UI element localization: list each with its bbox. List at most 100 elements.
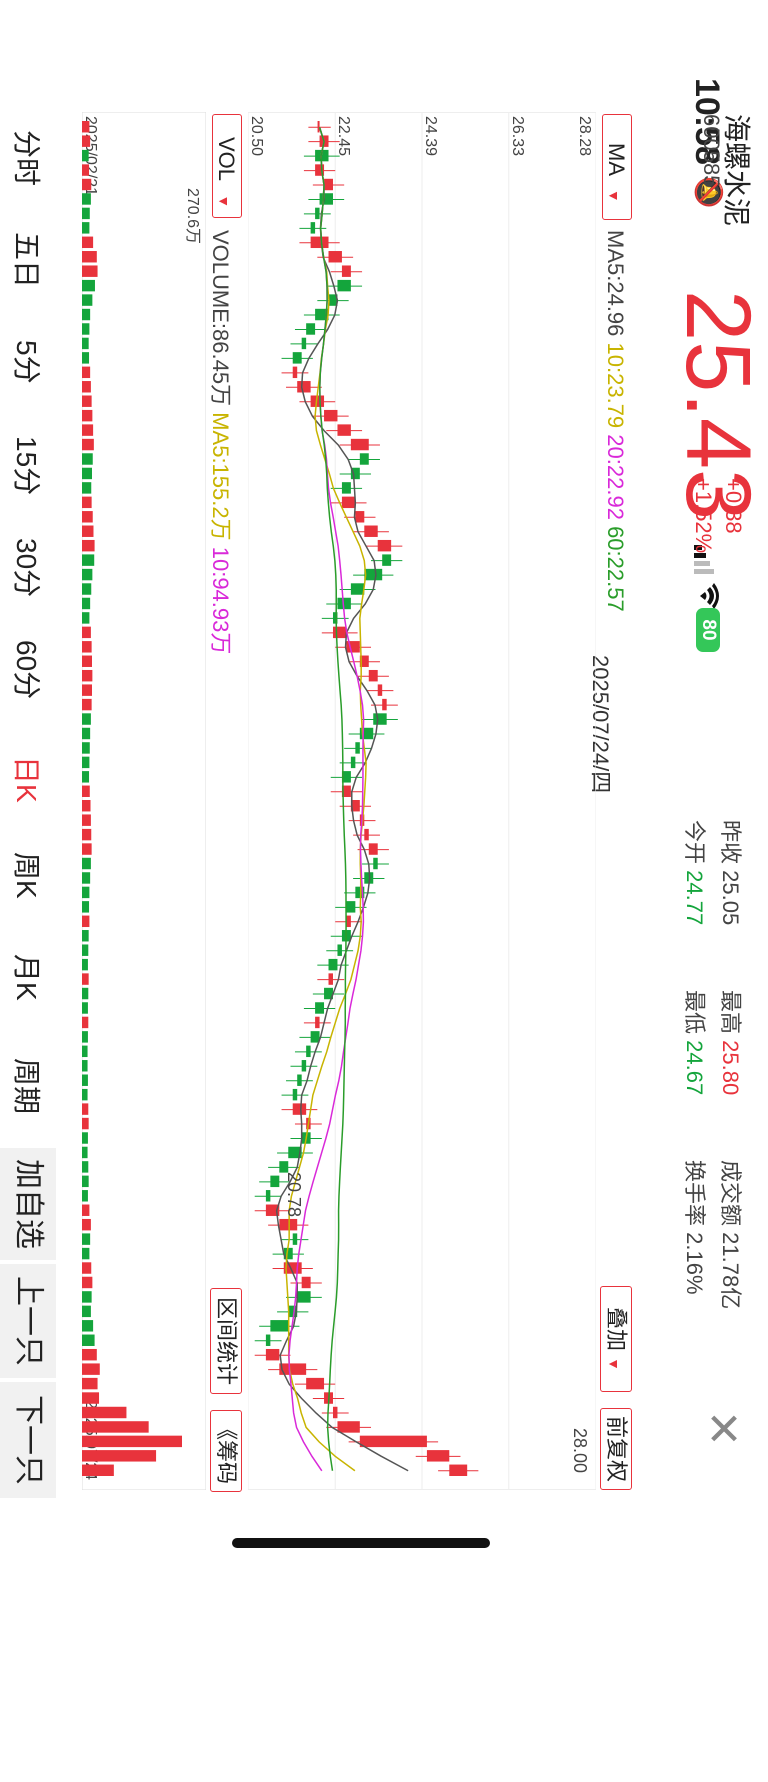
volume-bar (82, 814, 91, 826)
candle-body (373, 713, 387, 725)
candle-body (364, 828, 369, 841)
ma-selector[interactable]: MA ▼ (602, 114, 632, 220)
candle-body (317, 121, 320, 133)
tab-monthly[interactable]: 月K (11, 954, 42, 1001)
tab-30min[interactable]: 30分 (11, 538, 42, 598)
volume-bar (82, 1161, 89, 1173)
candle-body (328, 294, 338, 306)
volume-bar (82, 1421, 149, 1433)
volume-bar (82, 771, 90, 783)
overlay-button[interactable]: 叠加 ▼ (600, 1286, 632, 1392)
candle-body (319, 193, 333, 205)
volume-bar (82, 337, 89, 350)
volume-bar (82, 149, 89, 162)
candle-body (301, 1060, 307, 1072)
candlestick-chart[interactable]: 28.28 26.33 24.39 22.45 20.50 28.00 20.78 (248, 112, 596, 1490)
stock-code: 600585 (699, 114, 724, 188)
volume-bar (82, 785, 90, 797)
volume-bar (82, 1363, 100, 1375)
adjust-button[interactable]: 前复权 (600, 1408, 632, 1490)
candle-body (377, 539, 392, 552)
volume-bar (82, 1031, 88, 1043)
amount-row: 成交额 21.78亿 (718, 1160, 743, 1310)
tab-weekly[interactable]: 周K (11, 852, 42, 899)
candle-body (310, 236, 329, 249)
candle-body (297, 1074, 302, 1086)
volume-bar (82, 467, 92, 480)
cellular-signal-icon (694, 545, 714, 574)
volume-bar (82, 409, 93, 422)
volume-bar (82, 1334, 95, 1346)
chips-button[interactable]: 《筹码 (210, 1410, 242, 1492)
candle-body (364, 568, 383, 581)
candle-body (324, 987, 333, 1000)
dropdown-arrow-icon: ▼ (606, 1357, 622, 1371)
candle-body (355, 511, 365, 523)
volume-bar (82, 525, 94, 537)
tab-5min[interactable]: 5分 (11, 340, 42, 384)
candle-body (292, 1103, 307, 1115)
volume-bar (82, 1016, 89, 1029)
volume-bar (82, 1348, 97, 1361)
volume-bar (82, 366, 91, 379)
candle-body (382, 698, 387, 711)
candle-body (306, 1377, 325, 1390)
volume-bar (82, 828, 92, 841)
volume-bar (82, 294, 93, 306)
y-tick-label: 28.28 (576, 116, 593, 156)
vol-values: VOLUME:86.45万 MA5:155.2万 10:94.93万 (208, 230, 233, 655)
tab-15min[interactable]: 15分 (11, 436, 42, 496)
tab-daily[interactable]: 日K (11, 756, 42, 803)
open-row: 今开 24.77 (682, 820, 707, 926)
volume-bar (82, 554, 95, 566)
y-tick-label: 24.39 (422, 116, 439, 156)
candle-body (373, 857, 378, 870)
volume-bar (82, 193, 91, 205)
candle-body (315, 1002, 325, 1014)
candle-body (297, 381, 311, 393)
volume-bar (82, 1276, 93, 1289)
candle-body (279, 1363, 307, 1375)
volume-bar (82, 323, 90, 335)
add-watchlist-button[interactable]: 加自选 (0, 1148, 56, 1260)
volume-bar (82, 987, 89, 1000)
volume-bar (82, 1045, 88, 1058)
candle-body (377, 684, 383, 696)
volume-bar (82, 612, 90, 624)
candle-body (368, 669, 378, 682)
candle-body (359, 453, 369, 465)
high-marker-label: 28.00 (570, 1428, 590, 1473)
close-icon[interactable]: ✕ (698, 1410, 747, 1447)
candle-body (301, 337, 307, 350)
volume-bar (82, 958, 88, 971)
tab-fenshi[interactable]: 分时 (11, 130, 42, 187)
candle-body (297, 1291, 311, 1303)
volume-bar (82, 915, 90, 928)
ma-values: MA5:24.96 10:23.79 20:22.92 60:22.57 (603, 230, 628, 612)
volume-bar (82, 352, 90, 364)
price-change-pct: +1.52% (691, 478, 716, 554)
candle-body (350, 800, 360, 812)
volume-bar (82, 1262, 92, 1274)
candle-body (350, 756, 356, 769)
volume-bar (82, 684, 92, 696)
volume-bar (82, 1450, 157, 1462)
candle-body (292, 1233, 298, 1245)
next-stock-button[interactable]: 下一只 (0, 1382, 56, 1498)
candle-body (355, 742, 360, 754)
tab-60min[interactable]: 60分 (11, 640, 42, 700)
volume-bar (82, 655, 92, 667)
volume-bar (82, 178, 92, 191)
candle-body (324, 409, 338, 422)
candle-body (265, 1348, 280, 1361)
tab-wuri[interactable]: 五日 (11, 232, 42, 289)
volume-bar (82, 1117, 89, 1130)
tab-period[interactable]: 周期 (11, 1058, 42, 1115)
prev-stock-button[interactable]: 上一只 (0, 1264, 56, 1378)
volume-bar (82, 438, 94, 451)
range-stats-button[interactable]: 区间统计 (210, 1288, 242, 1394)
candle-body (328, 958, 338, 971)
vol-selector[interactable]: VOL ▼ (212, 114, 242, 218)
volume-bar (82, 424, 94, 436)
